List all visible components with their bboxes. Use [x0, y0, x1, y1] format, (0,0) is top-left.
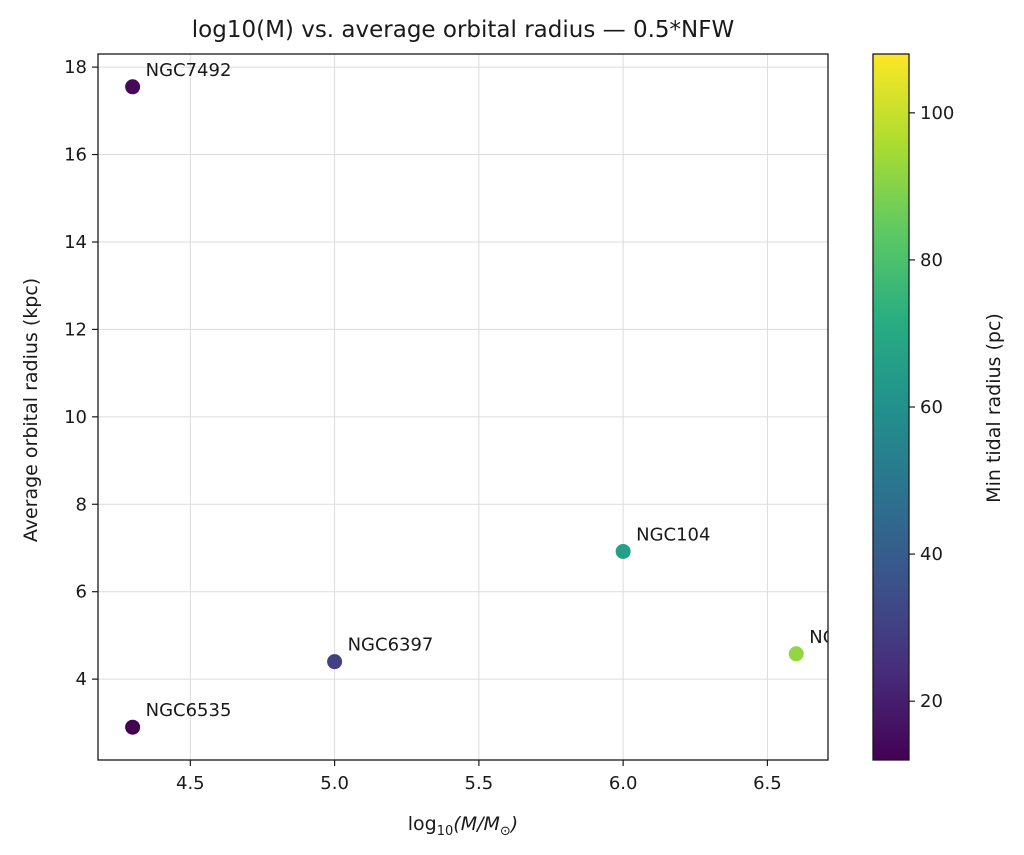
point-label: NGC5139 [809, 627, 895, 648]
colorbar: 20 40 60 80 100 [872, 53, 954, 761]
colorbar-tick-label: 80 [920, 250, 943, 271]
x-tick-label: 6.5 [753, 773, 782, 794]
point-label: NGC6397 [348, 635, 434, 656]
data-point [788, 646, 804, 662]
plot-area: 4.5 5.0 5.5 6.0 6.5 4 6 8 10 12 14 16 18 NGC7492 NGC65… [64, 53, 895, 794]
data-point [125, 719, 141, 735]
x-axis-label-rest: (M/M [453, 813, 500, 835]
data-point [615, 543, 631, 559]
y-tick-label: 12 [64, 319, 87, 340]
y-tick-label: 14 [64, 232, 87, 253]
y-tick-label: 10 [64, 407, 87, 428]
x-tick-label: 5.5 [465, 773, 494, 794]
x-tick-label: 5.0 [320, 773, 349, 794]
x-axis-label-close: ) [509, 813, 518, 835]
x-axis-label: log10(M/M⊙) [408, 813, 518, 839]
data-point [125, 79, 141, 95]
colorbar-tick-label: 60 [920, 397, 943, 418]
y-tick-label: 18 [64, 57, 87, 78]
y-tick-label: 6 [76, 582, 87, 603]
colorbar-tick-label: 20 [920, 691, 943, 712]
colorbar-gradient [873, 54, 909, 760]
axes-frame [97, 53, 829, 761]
y-tick-label: 4 [76, 669, 87, 690]
y-axis-label: Average orbital radius (kpc) [20, 278, 42, 542]
y-tick-label: 8 [76, 494, 87, 515]
x-axis-label-base: 10 [437, 824, 454, 839]
point-label: NGC6535 [146, 700, 232, 721]
colorbar-tick-label: 100 [920, 103, 954, 124]
data-point [327, 654, 343, 670]
colorbar-tick-label: 40 [920, 544, 943, 565]
x-tick-label: 6.0 [609, 773, 638, 794]
x-tick-label: 4.5 [176, 773, 205, 794]
point-label: NGC7492 [146, 60, 232, 81]
x-axis-label-sun: ⊙ [500, 824, 511, 839]
chart-title: log10(M) vs. average orbital radius — 0.… [192, 17, 734, 43]
x-axis-label-log: log [408, 813, 437, 835]
point-label: NGC104 [636, 524, 710, 545]
y-tick-label: 16 [64, 145, 87, 166]
colorbar-label: Min tidal radius (pc) [983, 313, 1005, 503]
